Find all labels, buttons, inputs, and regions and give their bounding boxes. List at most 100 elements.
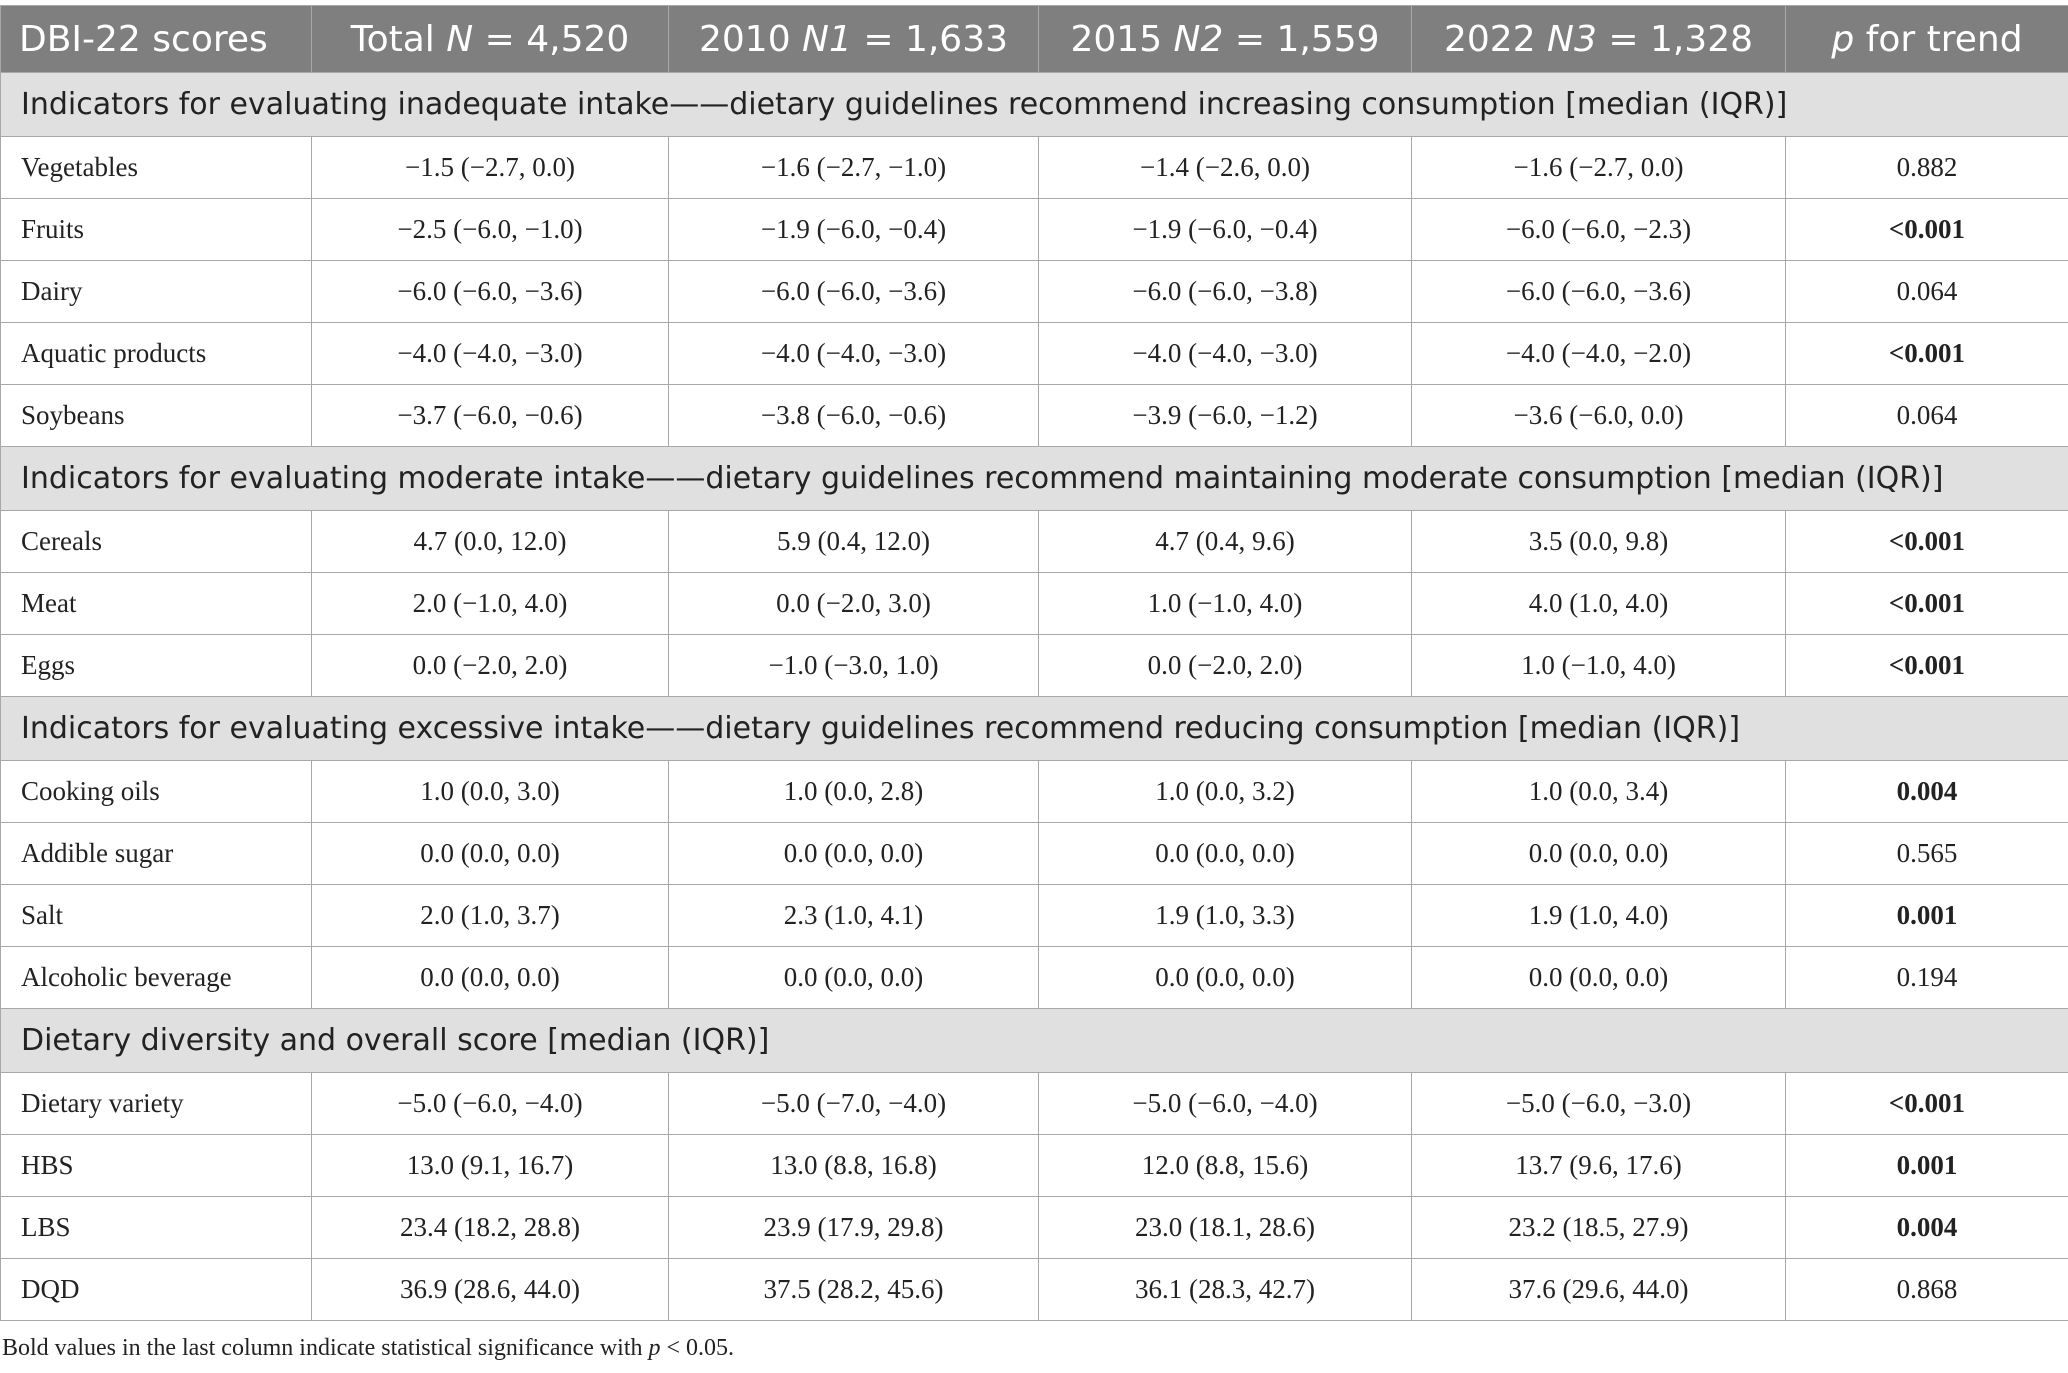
header-2022: 2022 N3 = 1,328 [1411,5,1786,73]
row-label: Dairy [0,260,312,323]
cell-y2010: −1.9 (−6.0, −0.4) [668,198,1039,261]
row-label: Alcoholic beverage [0,946,312,1009]
row-label: LBS [0,1196,312,1259]
cell-total: 36.9 (28.6, 44.0) [311,1258,669,1321]
p-value-cell: 0.882 [1785,136,2068,199]
p-value-cell: 0.004 [1785,760,2068,823]
row-label: Meat [0,572,312,635]
cell-y2015: 36.1 (28.3, 42.7) [1038,1258,1412,1321]
cell-total: −3.7 (−6.0, −0.6) [311,384,669,447]
row-label: Salt [0,884,312,947]
table-row: Eggs 0.0 (−2.0, 2.0) −1.0 (−3.0, 1.0) 0.0 (… [0,634,2068,697]
cell-total: −1.5 (−2.7, 0.0) [311,136,669,199]
cell-y2015: 0.0 (−2.0, 2.0) [1038,634,1412,697]
header-2010: 2010 N1 = 1,633 [668,5,1039,73]
header-p-var: p [1831,18,1855,60]
cell-y2022: −3.6 (−6.0, 0.0) [1411,384,1786,447]
cell-y2022: 0.0 (0.0, 0.0) [1411,822,1786,885]
row-label: Vegetables [0,136,312,199]
cell-total: 2.0 (−1.0, 4.0) [311,572,669,635]
header-2022-text: 2022 [1443,18,1548,60]
table-row: Meat 2.0 (−1.0, 4.0) 0.0 (−2.0, 3.0) 1.0 (−… [0,572,2068,635]
header-p-for-trend: p for trend [1785,5,2068,73]
cell-y2022: −5.0 (−6.0, −3.0) [1411,1072,1786,1135]
header-total-var: N [446,18,474,60]
p-value-cell: <0.001 [1785,198,2068,261]
header-2022-count: = 1,328 [1596,18,1754,60]
header-total-text: Total [350,18,447,60]
table-row: Cereals 4.7 (0.0, 12.0) 5.9 (0.4, 12.0) 4.7… [0,510,2068,573]
cell-y2010: 2.3 (1.0, 4.1) [668,884,1039,947]
cell-total: −5.0 (−6.0, −4.0) [311,1072,669,1135]
table-row: DQD 36.9 (28.6, 44.0) 37.5 (28.2, 45.6) 36.… [0,1258,2068,1321]
cell-y2022: 3.5 (0.0, 9.8) [1411,510,1786,573]
row-label: Aquatic products [0,322,312,385]
header-total: Total N = 4,520 [311,5,669,73]
row-label: Soybeans [0,384,312,447]
cell-y2015: 1.0 (0.0, 3.2) [1038,760,1412,823]
cell-y2010: 0.0 (−2.0, 3.0) [668,572,1039,635]
table-footnote: Bold values in the last column indicate … [2,1335,734,1362]
p-value-cell: 0.194 [1785,946,2068,1009]
row-label: Cereals [0,510,312,573]
cell-y2015: −5.0 (−6.0, −4.0) [1038,1072,1412,1135]
row-label: Addible sugar [0,822,312,885]
cell-total: 0.0 (0.0, 0.0) [311,946,669,1009]
table-row: Aquatic products −4.0 (−4.0, −3.0) −4.0 (−… [0,322,2068,385]
cell-y2015: 1.0 (−1.0, 4.0) [1038,572,1412,635]
section-title: Indicators for evaluating excessive inta… [0,696,2068,761]
cell-total: −2.5 (−6.0, −1.0) [311,198,669,261]
row-label: DQD [0,1258,312,1321]
header-dbi-scores: DBI-22 scores [0,5,312,73]
table-row: Alcoholic beverage 0.0 (0.0, 0.0) 0.0 (0.0… [0,946,2068,1009]
cell-y2015: 0.0 (0.0, 0.0) [1038,946,1412,1009]
table-row: Salt 2.0 (1.0, 3.7) 2.3 (1.0, 4.1) 1.9 (1.0… [0,884,2068,947]
row-label: Fruits [0,198,312,261]
p-value-cell: <0.001 [1785,510,2068,573]
cell-y2022: 37.6 (29.6, 44.0) [1411,1258,1786,1321]
cell-total: 4.7 (0.0, 12.0) [311,510,669,573]
p-value-cell: 0.064 [1785,260,2068,323]
cell-total: 23.4 (18.2, 28.8) [311,1196,669,1259]
table-row: HBS 13.0 (9.1, 16.7) 13.0 (8.8, 16.8) 12.0 … [0,1134,2068,1197]
cell-y2015: 12.0 (8.8, 15.6) [1038,1134,1412,1197]
p-value-cell: 0.565 [1785,822,2068,885]
table-row: LBS 23.4 (18.2, 28.8) 23.9 (17.9, 29.8) 23.… [0,1196,2068,1259]
p-value-cell: 0.004 [1785,1196,2068,1259]
cell-y2015: 0.0 (0.0, 0.0) [1038,822,1412,885]
p-value-cell: 0.868 [1785,1258,2068,1321]
p-value-cell: 0.064 [1785,384,2068,447]
header-2015-var: N2 [1173,18,1224,60]
header-2010-var: N1 [802,18,852,60]
cell-y2010: 5.9 (0.4, 12.0) [668,510,1039,573]
p-value-cell: <0.001 [1785,634,2068,697]
header-row: DBI-22 scores Total N = 4,520 2010 N1 = … [0,5,2068,73]
header-2022-var: N3 [1547,18,1597,60]
table-row: Dairy −6.0 (−6.0, −3.6) −6.0 (−6.0, −3.6) −… [0,260,2068,323]
footnote-text: Bold values in the last column indicate … [2,1335,649,1361]
cell-y2010: −1.6 (−2.7, −1.0) [668,136,1039,199]
p-value-cell: 0.001 [1785,884,2068,947]
row-label: Dietary variety [0,1072,312,1135]
cell-total: 0.0 (0.0, 0.0) [311,822,669,885]
cell-y2015: −3.9 (−6.0, −1.2) [1038,384,1412,447]
section-title: Dietary diversity and overall score [med… [0,1008,2068,1073]
section-header-row: Indicators for evaluating inadequate int… [0,72,2068,137]
cell-y2022: 0.0 (0.0, 0.0) [1411,946,1786,1009]
cell-y2010: 0.0 (0.0, 0.0) [668,946,1039,1009]
cell-total: 0.0 (−2.0, 2.0) [311,634,669,697]
section-header-row: Indicators for evaluating moderate intak… [0,446,2068,511]
section-header-row: Indicators for evaluating excessive inta… [0,696,2068,761]
cell-y2010: 0.0 (0.0, 0.0) [668,822,1039,885]
cell-y2015: −1.9 (−6.0, −0.4) [1038,198,1412,261]
p-value-cell: <0.001 [1785,1072,2068,1135]
p-value-cell: 0.001 [1785,1134,2068,1197]
header-p-text: for trend [1854,18,2023,60]
table-row: Fruits −2.5 (−6.0, −1.0) −1.9 (−6.0, −0.4)… [0,198,2068,261]
cell-y2015: −4.0 (−4.0, −3.0) [1038,322,1412,385]
cell-y2022: 23.2 (18.5, 27.9) [1411,1196,1786,1259]
cell-y2010: −3.8 (−6.0, −0.6) [668,384,1039,447]
cell-y2010: 37.5 (28.2, 45.6) [668,1258,1039,1321]
p-value-cell: <0.001 [1785,322,2068,385]
cell-y2015: 23.0 (18.1, 28.6) [1038,1196,1412,1259]
